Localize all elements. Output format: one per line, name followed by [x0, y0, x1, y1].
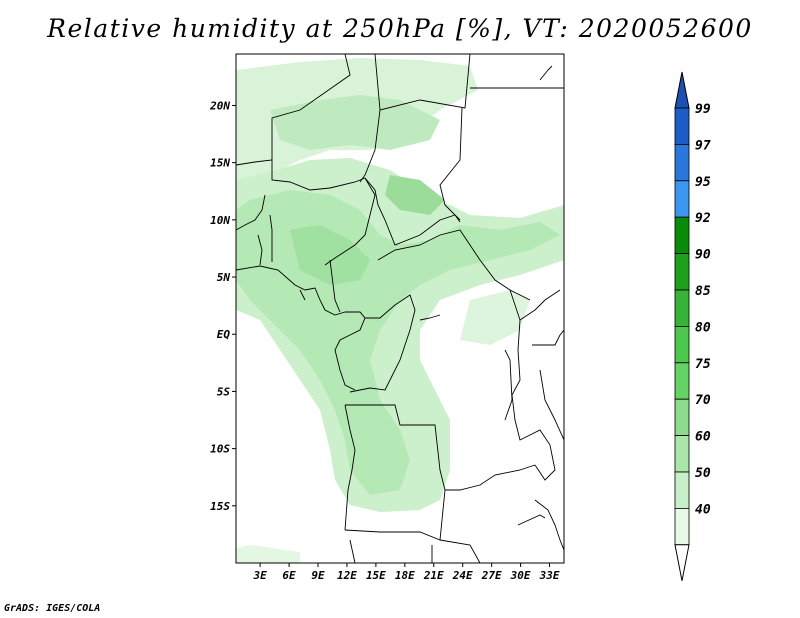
colorbar-segment [674, 507, 690, 546]
colorbar-label: 92 [695, 211, 711, 226]
colorbar-label: 80 [695, 320, 711, 335]
lon-label: 15E [366, 569, 386, 582]
lat-label: EQ [217, 328, 231, 341]
lon-label: 30E [510, 569, 531, 582]
colorbar-segment [674, 180, 690, 218]
credit-text: GrADS: IGES/COLA [4, 603, 101, 614]
lon-label: 6E [282, 569, 296, 582]
rh-region-north-band [270, 95, 440, 150]
lon-label: 18E [395, 569, 415, 582]
longitude-axis: 3E 6E 9E 12E 15E 18E 21E 24E 27E 30E 33E [252, 563, 560, 582]
colorbar-segment [674, 362, 690, 400]
colorbar-label: 95 [695, 175, 711, 190]
colorbar-segment [674, 253, 690, 291]
lon-label: 12E [337, 569, 357, 582]
lat-label: 10N [210, 214, 230, 227]
chart-title: Relative humidity at 250hPa [%], VT: 202… [47, 14, 753, 43]
colorbar-segment [674, 289, 690, 327]
map-frame [235, 53, 565, 564]
colorbar-segment [674, 435, 690, 473]
colorbar-segment [674, 107, 690, 145]
colorbar-label: 90 [695, 248, 711, 263]
colorbar-top-arrow [674, 71, 690, 109]
rh-region-core [290, 225, 370, 285]
lat-label: 5N [217, 271, 231, 284]
rh-region-core2 [385, 175, 445, 215]
lon-label: 33E [539, 569, 560, 582]
colorbar: 99 97 95 92 90 85 80 75 70 60 50 40 [674, 71, 711, 581]
rh-region-east-patch [460, 290, 530, 345]
colorbar-label: 85 [695, 284, 711, 299]
country-borders [236, 54, 564, 563]
colorbar-segment [674, 143, 690, 182]
lat-label: 15S [210, 500, 230, 513]
colorbar-segment [674, 471, 690, 509]
lat-label: 20N [209, 99, 230, 112]
colorbar-segment [674, 216, 690, 254]
lon-label: 3E [252, 569, 267, 582]
colorbar-bottom-arrow [674, 544, 690, 581]
lon-label: 27E [481, 569, 502, 582]
lat-label: 10S [210, 443, 230, 456]
humidity-shading [236, 58, 564, 563]
colorbar-label: 97 [695, 138, 711, 153]
colorbar-label: 75 [695, 357, 711, 372]
rh-region-south-patch [236, 545, 300, 563]
latitude-axis: 20N 15N 10N 5N EQ 5S 10S 15S [209, 99, 236, 513]
lon-label: 21E [423, 569, 444, 582]
colorbar-segment [674, 325, 690, 364]
colorbar-label: 99 [695, 102, 711, 117]
colorbar-segment [674, 398, 690, 437]
lat-label: 5S [217, 385, 231, 398]
lon-label: 9E [311, 569, 325, 582]
lon-label: 24E [452, 569, 473, 582]
lat-label: 15N [210, 157, 230, 170]
colorbar-label: 60 [695, 430, 711, 445]
colorbar-label: 70 [695, 393, 711, 408]
colorbar-label: 50 [695, 466, 711, 481]
colorbar-label: 40 [695, 502, 711, 517]
